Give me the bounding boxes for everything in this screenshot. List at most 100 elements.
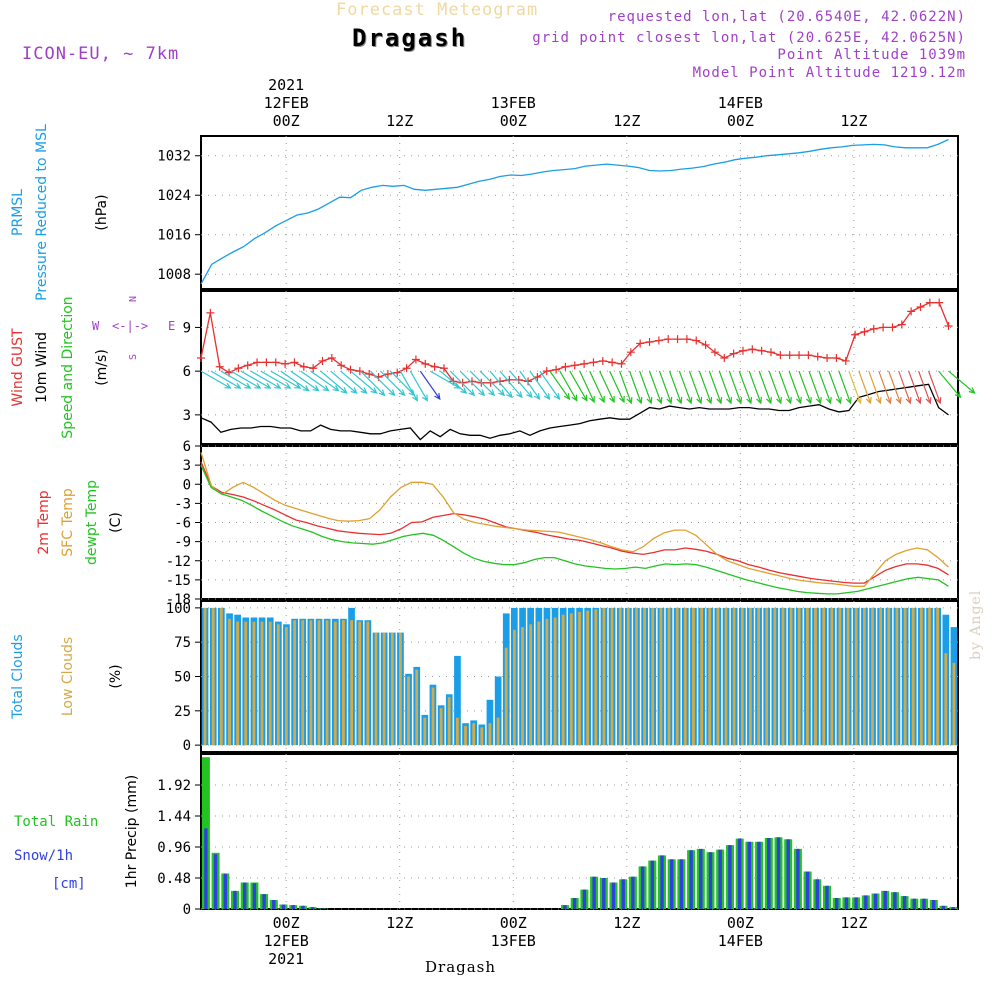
gust-marker <box>673 335 682 344</box>
bar-snowh <box>582 889 587 909</box>
bar-lowclouds <box>781 607 785 746</box>
gust-marker <box>636 339 645 348</box>
bar-lowclouds <box>382 632 386 746</box>
bar-totalclouds <box>494 676 502 746</box>
gust-marker <box>253 358 262 367</box>
wind-arrow <box>888 370 902 405</box>
wind-arrow <box>499 370 523 399</box>
wind-arrow <box>270 370 302 389</box>
gust-marker <box>617 359 626 368</box>
gust-marker <box>262 358 271 367</box>
bar-snowh <box>650 860 654 909</box>
gust-marker <box>552 365 561 374</box>
bar-lowclouds <box>285 627 288 746</box>
top-time-label: 00Z <box>273 112 300 130</box>
wind-arrow <box>419 370 441 401</box>
panel-label: Total Clouds <box>10 634 26 719</box>
bar-lowclouds <box>806 607 809 746</box>
top-time-label: 00Z <box>727 112 754 130</box>
panel-label: Speed and Direction <box>60 296 76 438</box>
panel-label: (m/s) <box>94 349 110 386</box>
y-tick-label: 0 <box>183 738 191 754</box>
wind-arrow <box>519 370 541 401</box>
gust-marker <box>682 335 691 344</box>
bar-snowh <box>670 859 674 909</box>
bar-snowh <box>611 882 616 909</box>
bottom-time-label: 13FEB <box>491 932 536 950</box>
compass-w: W <box>92 319 100 333</box>
station-name: Dragash <box>352 24 468 52</box>
bar-snowh <box>786 839 790 910</box>
bar-snowh <box>243 882 247 909</box>
bar-lowclouds <box>773 607 777 746</box>
bar-lowclouds <box>594 609 598 746</box>
gust-marker <box>813 352 822 361</box>
gust-marker <box>589 358 598 367</box>
bar-lowclouds <box>814 607 817 746</box>
panel-label: PRMSL <box>10 189 26 236</box>
bar-lowclouds <box>586 610 589 746</box>
bar-lowclouds <box>456 717 459 746</box>
wind-arrow <box>200 370 232 389</box>
wind-arrow <box>439 370 468 394</box>
bottom-time-label: 12Z <box>840 914 867 932</box>
bar-lowclouds <box>683 607 687 746</box>
bar-lowclouds <box>325 620 329 746</box>
gust-marker <box>346 365 355 374</box>
wind-arrow <box>429 370 461 389</box>
wind-arrow <box>858 370 872 405</box>
bar-snowh <box>893 892 897 909</box>
wind-arrow <box>718 370 733 405</box>
wind-arrow <box>210 370 242 389</box>
compass-s: S <box>128 354 139 360</box>
bar-lowclouds <box>390 632 394 746</box>
bottom-time-label: 00Z <box>500 914 527 932</box>
bar-lowclouds <box>936 607 939 746</box>
chart-title: Forecast Meteogram <box>336 0 539 20</box>
bar-snowh <box>835 898 839 909</box>
bar-snowh <box>844 897 849 909</box>
bar-snowh <box>796 848 800 909</box>
bar-lowclouds <box>700 607 703 746</box>
bar-lowclouds <box>830 607 834 746</box>
y-tick-label: 0.48 <box>157 871 191 887</box>
wind-arrow <box>639 370 653 405</box>
gust-marker <box>542 367 551 376</box>
bar-snowh <box>805 871 810 909</box>
gust-marker <box>701 340 710 349</box>
y-tick-label: -6 <box>174 516 191 532</box>
gridpoint-coords: grid point closest lon,lat (20.625E, 42.… <box>532 30 966 46</box>
bottom-time-label: 12Z <box>613 914 640 932</box>
bar-snowh <box>747 841 751 909</box>
y-tick-label: 9 <box>183 320 191 336</box>
wind-arrow <box>280 370 310 392</box>
bar-lowclouds <box>561 614 565 746</box>
bar-snowh <box>204 828 208 909</box>
bar-snowh <box>689 850 693 909</box>
wind-arrow <box>240 370 272 389</box>
wind-arrow <box>658 370 673 405</box>
bar-snowh <box>640 866 645 909</box>
bar-lowclouds <box>244 621 248 746</box>
bar-lowclouds <box>439 708 443 746</box>
gust-marker <box>524 377 533 386</box>
wind-arrow <box>549 370 571 401</box>
top-time-label: 12Z <box>386 112 413 130</box>
bar-lowclouds <box>423 717 427 746</box>
gust-marker <box>243 361 252 370</box>
bar-lowclouds <box>252 621 256 746</box>
bar-snowh <box>291 905 295 909</box>
wind-arrow <box>320 370 348 394</box>
bar-snowh <box>272 900 276 909</box>
panel-temperature <box>195 445 959 600</box>
bar-lowclouds <box>675 607 679 746</box>
bar-totalclouds <box>486 699 494 746</box>
bar-snowh <box>912 898 916 909</box>
wind-arrow <box>728 370 743 405</box>
bar-lowclouds <box>578 612 581 746</box>
bar-lowclouds <box>309 620 313 746</box>
gust-marker <box>299 362 308 371</box>
bar-lowclouds <box>863 607 866 746</box>
gust-marker <box>383 370 392 379</box>
panel-label: (hPa) <box>94 194 110 230</box>
